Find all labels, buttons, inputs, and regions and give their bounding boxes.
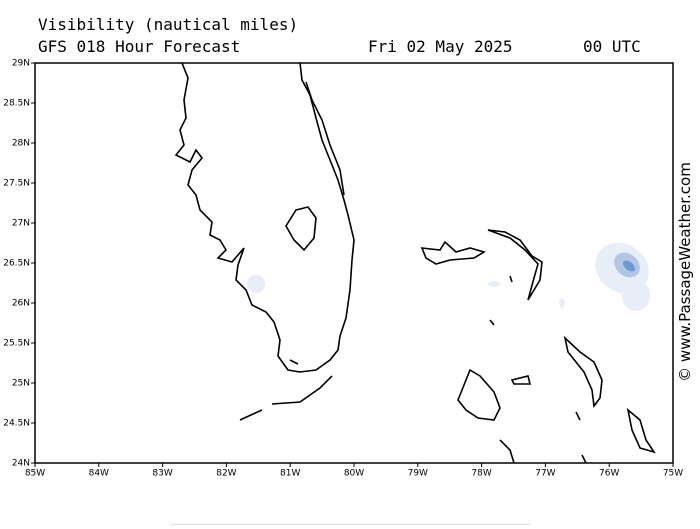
lat-tick-label: 28.5N bbox=[3, 99, 30, 109]
lon-tick-label: 75W bbox=[663, 469, 683, 479]
lat-tick-label: 24N bbox=[12, 459, 30, 469]
lon-tick-label: 84W bbox=[89, 469, 109, 479]
coastlines bbox=[174, 62, 656, 464]
lat-tick-label: 26N bbox=[12, 299, 30, 309]
lon-tick-label: 83W bbox=[152, 469, 172, 479]
subtitle: GFS 018 Hour Forecast bbox=[38, 37, 240, 56]
lat-tick-label: 24.5N bbox=[3, 419, 30, 429]
lon-tick-label: 80W bbox=[344, 469, 364, 479]
forecast-date: Fri 02 May 2025 bbox=[368, 37, 513, 56]
lon-tick-label: 76W bbox=[599, 469, 619, 479]
lat-tick-label: 27N bbox=[12, 219, 30, 229]
title: Visibility (nautical miles) bbox=[38, 15, 298, 34]
lat-tick-label: 26.5N bbox=[3, 259, 30, 269]
credit: © www.PassageWeather.com bbox=[676, 162, 694, 382]
lon-tick-label: 82W bbox=[216, 469, 236, 479]
lat-tick-label: 28N bbox=[12, 139, 30, 149]
lat-tick-label: 27.5N bbox=[3, 179, 30, 189]
lon-tick-label: 81W bbox=[280, 469, 300, 479]
forecast-time: 00 UTC bbox=[583, 37, 641, 56]
map-frame bbox=[34, 62, 674, 464]
lon-tick-label: 79W bbox=[408, 469, 428, 479]
lon-tick-label: 85W bbox=[25, 469, 45, 479]
visibility-shading bbox=[247, 242, 650, 311]
lon-tick-label: 78W bbox=[471, 469, 491, 479]
lat-tick-label: 25N bbox=[12, 379, 30, 389]
lon-tick-label: 77W bbox=[535, 469, 555, 479]
lat-tick-label: 25.5N bbox=[3, 339, 30, 349]
lat-tick-label: 29N bbox=[12, 59, 30, 69]
